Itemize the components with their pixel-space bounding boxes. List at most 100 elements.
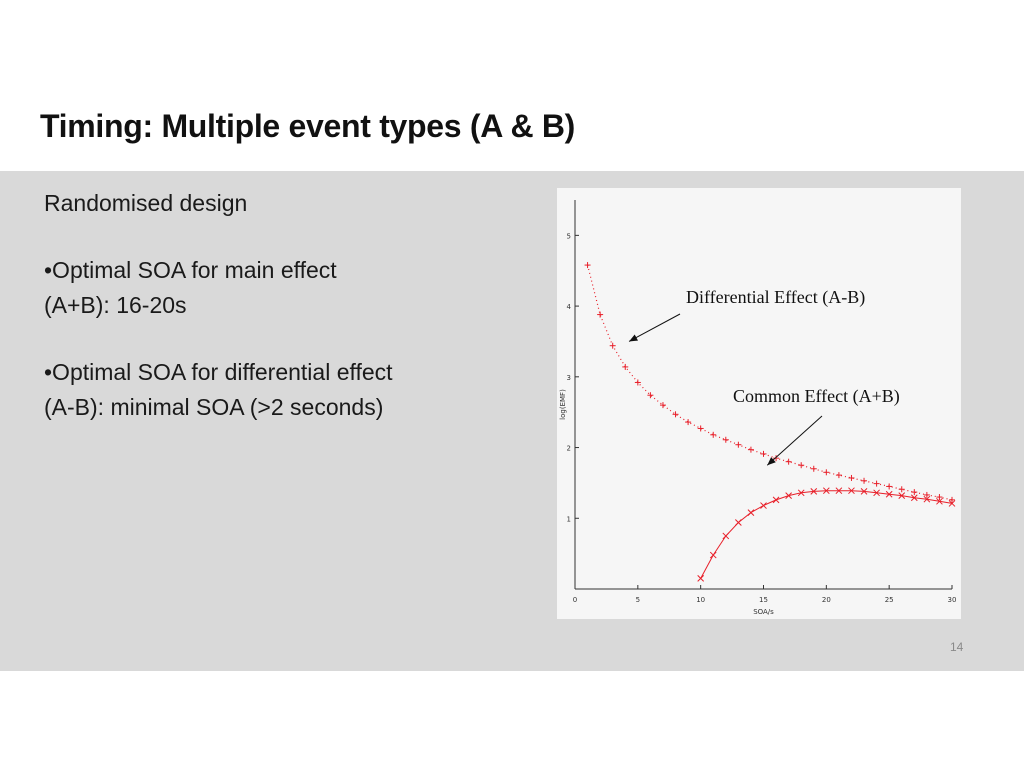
series-1-point bbox=[886, 483, 893, 490]
series-1-point bbox=[735, 441, 742, 448]
series-2-point bbox=[709, 551, 717, 559]
series-1-point bbox=[773, 455, 780, 462]
series-2-point bbox=[735, 519, 742, 526]
annotation-arrowhead bbox=[767, 457, 776, 466]
series-1-point bbox=[785, 458, 792, 465]
bullet-differential-effect: •Optimal SOA for differential effect (A-… bbox=[44, 359, 393, 420]
series-1-point bbox=[835, 472, 842, 479]
series-2-point bbox=[848, 487, 855, 495]
point-stroke-b bbox=[923, 495, 931, 503]
y-tick-label: 4 bbox=[567, 303, 572, 311]
x-axis-label: SOA/s bbox=[753, 608, 774, 616]
series-1-point bbox=[823, 469, 830, 476]
point-stroke-b bbox=[910, 494, 918, 502]
chart-annotations: Differential Effect (A-B) Common Effect (… bbox=[628, 287, 900, 466]
series-2-point bbox=[810, 488, 818, 495]
series-2-point bbox=[722, 532, 730, 540]
series-1-point bbox=[747, 446, 754, 453]
point-stroke-b bbox=[735, 519, 742, 526]
series-1-point bbox=[659, 402, 666, 409]
annotation-arrow-line bbox=[766, 415, 823, 466]
x-tick-label: 20 bbox=[822, 596, 831, 604]
series-2-point bbox=[948, 500, 956, 507]
point-stroke-b bbox=[898, 492, 906, 499]
y-axis-label: log(EMF) bbox=[559, 389, 567, 420]
series-1-point bbox=[873, 480, 880, 487]
series-1-point bbox=[672, 411, 679, 418]
annotation-label: Differential Effect (A-B) bbox=[686, 287, 865, 308]
point-stroke-b bbox=[936, 497, 943, 505]
chart-axes: 0 5 10 15 20 25 30 1 2 3 4 5 SOA/s log(EMF) bbox=[559, 200, 956, 616]
body-text: Randomised design •Optimal SOA for main … bbox=[44, 186, 404, 457]
series-1-point bbox=[936, 494, 943, 501]
series-1-point bbox=[622, 363, 629, 370]
point-stroke-b bbox=[747, 509, 755, 516]
series-1-line bbox=[587, 264, 953, 501]
y-tick-label: 3 bbox=[567, 374, 571, 382]
series-2-point bbox=[936, 497, 943, 505]
x-tick-label: 10 bbox=[696, 596, 705, 604]
series-1-point bbox=[634, 379, 641, 386]
x-tick-label: 15 bbox=[759, 596, 768, 604]
point-stroke-b bbox=[873, 489, 880, 497]
annotation-label: Common Effect (A+B) bbox=[733, 386, 900, 407]
slide-title: Timing: Multiple event types (A & B) bbox=[40, 108, 576, 144]
series-1-point bbox=[597, 311, 604, 318]
series-1-point bbox=[911, 489, 918, 496]
series-2-point bbox=[835, 487, 843, 495]
point-stroke-b bbox=[810, 488, 818, 495]
bullet-main-effect: •Optimal SOA for main effect (A+B): 16-2… bbox=[44, 257, 337, 318]
efficiency-chart: 0 5 10 15 20 25 30 1 2 3 4 5 SOA/s log(EMF) Different… bbox=[557, 188, 961, 619]
series-2-line bbox=[700, 490, 953, 579]
point-stroke-b bbox=[772, 496, 780, 504]
series-1-point bbox=[760, 450, 767, 457]
series-1-point bbox=[898, 486, 905, 493]
point-stroke-b bbox=[860, 488, 868, 495]
point-stroke-b bbox=[822, 487, 830, 495]
series-2-point bbox=[860, 488, 868, 495]
chart-series bbox=[584, 262, 956, 582]
series-1-point bbox=[584, 262, 591, 269]
point-stroke-b bbox=[760, 502, 767, 509]
series-2-point bbox=[822, 487, 830, 495]
series-2-point bbox=[772, 496, 780, 504]
annotation-arrowhead bbox=[629, 334, 638, 342]
point-stroke-b bbox=[722, 532, 730, 540]
series-1-point bbox=[609, 342, 616, 349]
series-2-point bbox=[797, 489, 805, 497]
series-1-point bbox=[647, 392, 654, 399]
y-tick-label: 1 bbox=[567, 515, 571, 523]
series-1-point bbox=[949, 496, 955, 503]
series-2-point bbox=[873, 489, 880, 497]
annotation-arrow-line bbox=[628, 313, 681, 342]
body-heading: Randomised design bbox=[44, 190, 248, 216]
series-1-point bbox=[923, 491, 930, 498]
series-2-point bbox=[760, 502, 767, 509]
series-1-point bbox=[685, 419, 692, 426]
point-stroke-b bbox=[709, 551, 717, 559]
y-tick-label: 5 bbox=[567, 232, 571, 240]
series-1-point bbox=[848, 474, 855, 481]
point-stroke-b bbox=[785, 492, 792, 499]
series-2-point bbox=[885, 490, 893, 498]
x-tick-label: 5 bbox=[636, 596, 640, 604]
series-1-point bbox=[722, 436, 729, 443]
point-stroke-b bbox=[835, 487, 843, 495]
series-1-point bbox=[710, 431, 717, 438]
series-2-point bbox=[697, 575, 705, 582]
series-2-point bbox=[747, 509, 755, 516]
point-stroke-b bbox=[885, 490, 893, 498]
point-stroke-b bbox=[697, 575, 705, 582]
chart-svg: 0 5 10 15 20 25 30 1 2 3 4 5 SOA/s log(EMF) Different… bbox=[559, 200, 956, 616]
series-1-point bbox=[697, 425, 704, 432]
series-1-point bbox=[861, 477, 868, 484]
series-2-point bbox=[910, 494, 918, 502]
point-stroke-b bbox=[848, 487, 855, 495]
x-tick-label: 0 bbox=[573, 596, 577, 604]
series-2-point bbox=[898, 492, 906, 499]
series-1-point bbox=[798, 462, 805, 469]
series-2-point bbox=[785, 492, 792, 499]
point-stroke-b bbox=[797, 489, 805, 497]
series-2-point bbox=[923, 495, 931, 503]
point-stroke-b bbox=[948, 500, 956, 507]
